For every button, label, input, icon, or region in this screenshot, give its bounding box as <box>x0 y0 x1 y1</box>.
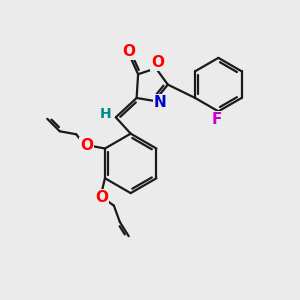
Text: H: H <box>100 107 111 121</box>
Text: F: F <box>212 112 222 127</box>
Text: O: O <box>95 190 108 205</box>
Text: O: O <box>80 138 93 153</box>
Text: O: O <box>123 44 136 59</box>
Text: N: N <box>153 95 166 110</box>
Text: O: O <box>151 55 164 70</box>
